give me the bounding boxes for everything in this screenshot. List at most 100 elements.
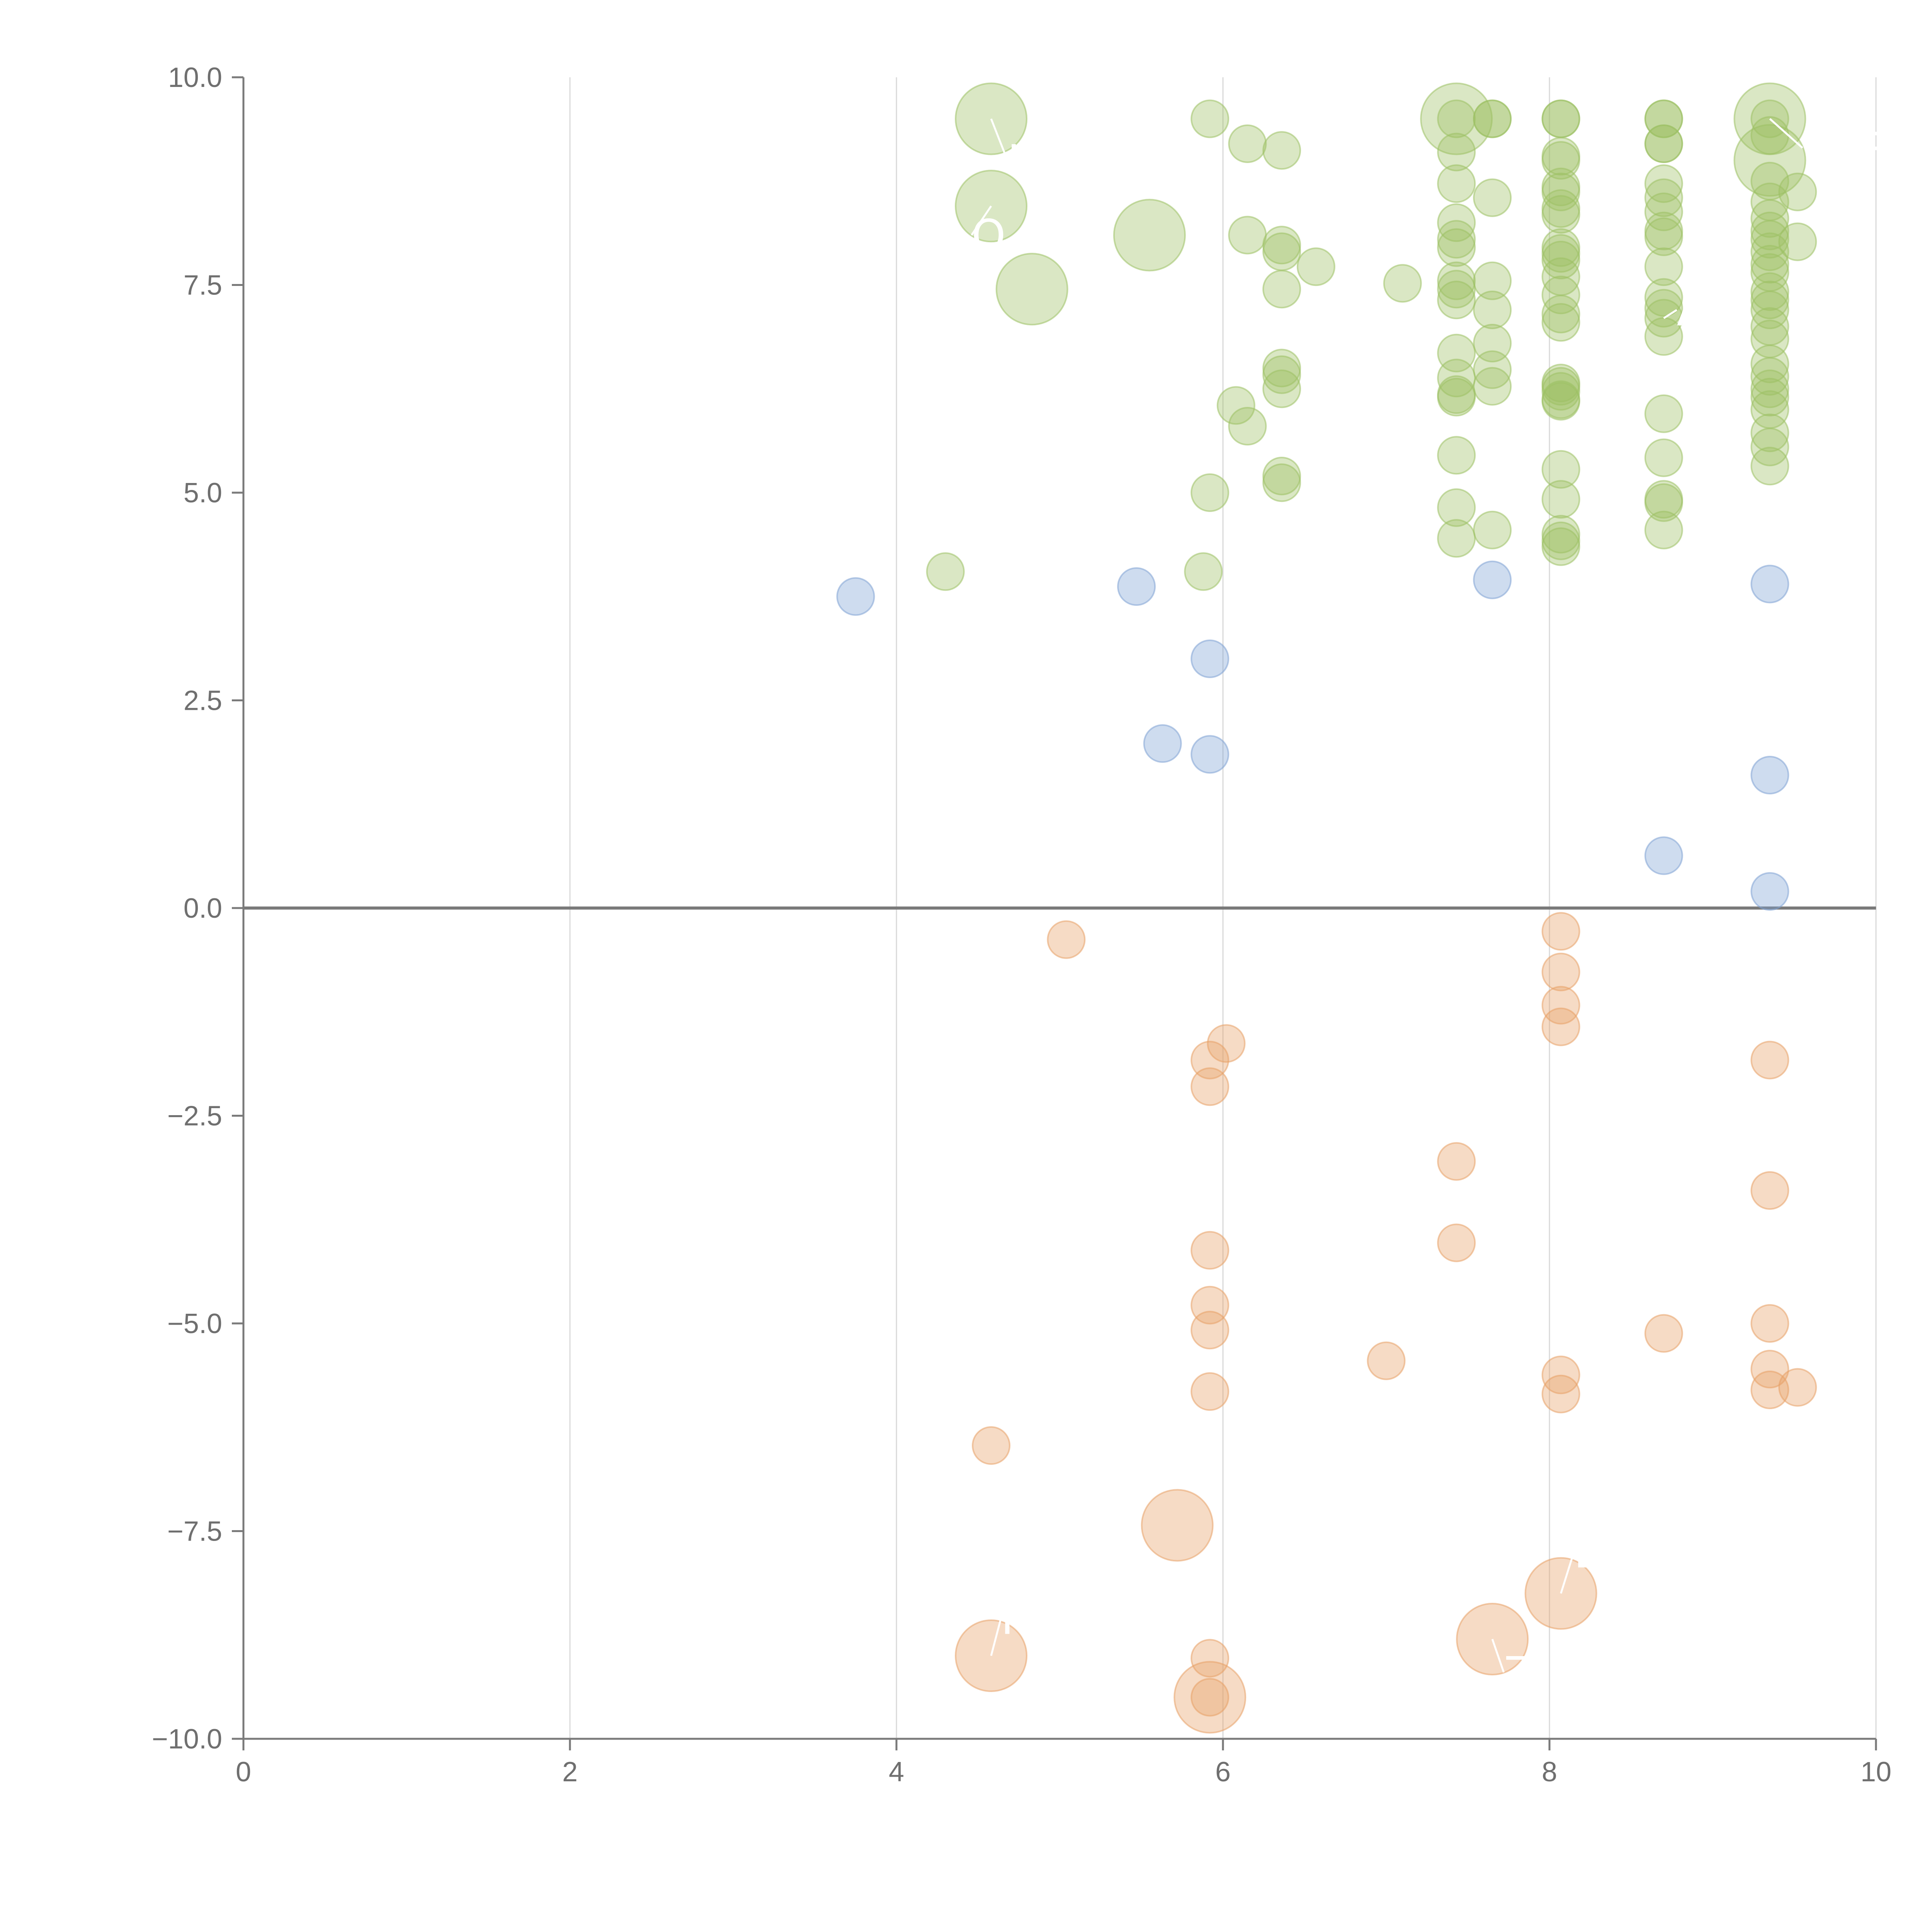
point-positive [1750,413,1789,452]
y-tick-label: −5.0 [167,1308,222,1339]
point-positive [1262,232,1301,271]
point-negative [1173,1661,1247,1734]
y-tick-label: 10.0 [168,62,222,93]
point-negative [1750,1304,1789,1343]
point-positive [1541,141,1580,180]
point-positive [926,552,965,591]
point-positive [1473,99,1512,138]
x-tick-label: 8 [1542,1757,1557,1787]
point-negative [1541,1374,1580,1413]
point-positive [1473,178,1512,217]
point-positive [1750,447,1789,486]
point-positive [1541,241,1580,279]
point-negative [1750,1350,1789,1389]
point-positive [1644,247,1683,286]
annotation-leader [1769,118,1803,149]
point-negative [1541,912,1580,951]
annotation-label: OAR [1803,124,1896,174]
point-near-zero [1750,756,1789,794]
y-tick-label: 0.0 [184,893,222,924]
point-positive [1541,527,1580,566]
point-positive [1437,281,1476,320]
point-positive [1541,99,1580,138]
point-positive [1262,131,1301,170]
point-negative [1778,1368,1817,1407]
point-positive [1262,463,1301,502]
x-tick-label: 10 [1861,1757,1891,1787]
point-positive [1644,438,1683,477]
point-negative [1541,952,1580,992]
point-positive [1228,124,1267,163]
point-positive [1228,216,1267,255]
point-positive [1750,281,1789,320]
point-negative [1750,1371,1789,1409]
point-near-zero [836,577,875,616]
data-points [836,82,1817,1734]
point-negative [1750,1041,1789,1080]
point-negative [1190,1067,1230,1106]
point-positive [1262,369,1301,408]
point-positive [1778,172,1817,211]
point-positive [1541,172,1580,211]
point-positive [1262,355,1301,394]
point-negative [1750,1171,1789,1210]
point-negative [1437,1142,1476,1181]
point-positive [1541,303,1580,342]
point-positive [1644,178,1683,217]
point-positive [1437,164,1476,203]
point-positive [1437,519,1476,558]
y-tick-label: 2.5 [184,685,222,716]
point-positive [1473,367,1512,406]
point-positive [1750,291,1789,329]
point-negative [1190,1639,1230,1678]
point-positive [1644,278,1683,317]
point-positive [1437,228,1476,267]
point-negative [1141,1489,1214,1562]
point-positive [1644,211,1683,250]
annotation-label: I [1001,1594,1014,1644]
point-positive [1473,350,1512,389]
point-negative [1190,1041,1230,1080]
y-tick-label: 7.5 [184,270,222,301]
point-positive [1541,228,1580,267]
point-positive [1228,407,1267,446]
point-positive [1437,99,1476,138]
point-near-zero [1750,565,1789,604]
annotation-label: Z [1504,1648,1534,1698]
point-near-zero [1473,560,1512,599]
point-positive [1644,394,1683,433]
annotation-leader [1560,1551,1575,1594]
point-positive [1420,82,1493,155]
point-positive [1184,552,1223,591]
point-positive [1541,189,1580,228]
point-positive [1437,220,1476,259]
point-positive [1541,195,1580,234]
point-positive [1113,199,1186,272]
annotation-leader [990,1618,1002,1656]
point-positive [1750,369,1789,408]
point-positive [1644,289,1683,328]
annotation-label: O [971,211,1005,261]
point-positive [1473,291,1512,329]
annotation-label: I [1007,136,1020,186]
point-positive [1473,510,1512,549]
point-positive [1541,450,1580,489]
point-positive [1296,247,1335,286]
point-positive [1750,199,1789,238]
point-near-zero [1143,724,1182,763]
point-positive [1383,264,1422,303]
point-positive [1437,133,1476,172]
point-positive [1644,164,1683,203]
annotation-leader [990,118,1009,161]
point-positive [1750,245,1789,284]
point-positive [1437,488,1476,527]
point-negative [1644,1314,1683,1353]
point-positive [1644,217,1683,256]
point-positive [1541,294,1580,333]
annotation-leader [1491,1639,1505,1673]
point-positive [1644,124,1683,163]
x-tick-label: 4 [889,1757,904,1787]
point-positive [1437,378,1476,417]
